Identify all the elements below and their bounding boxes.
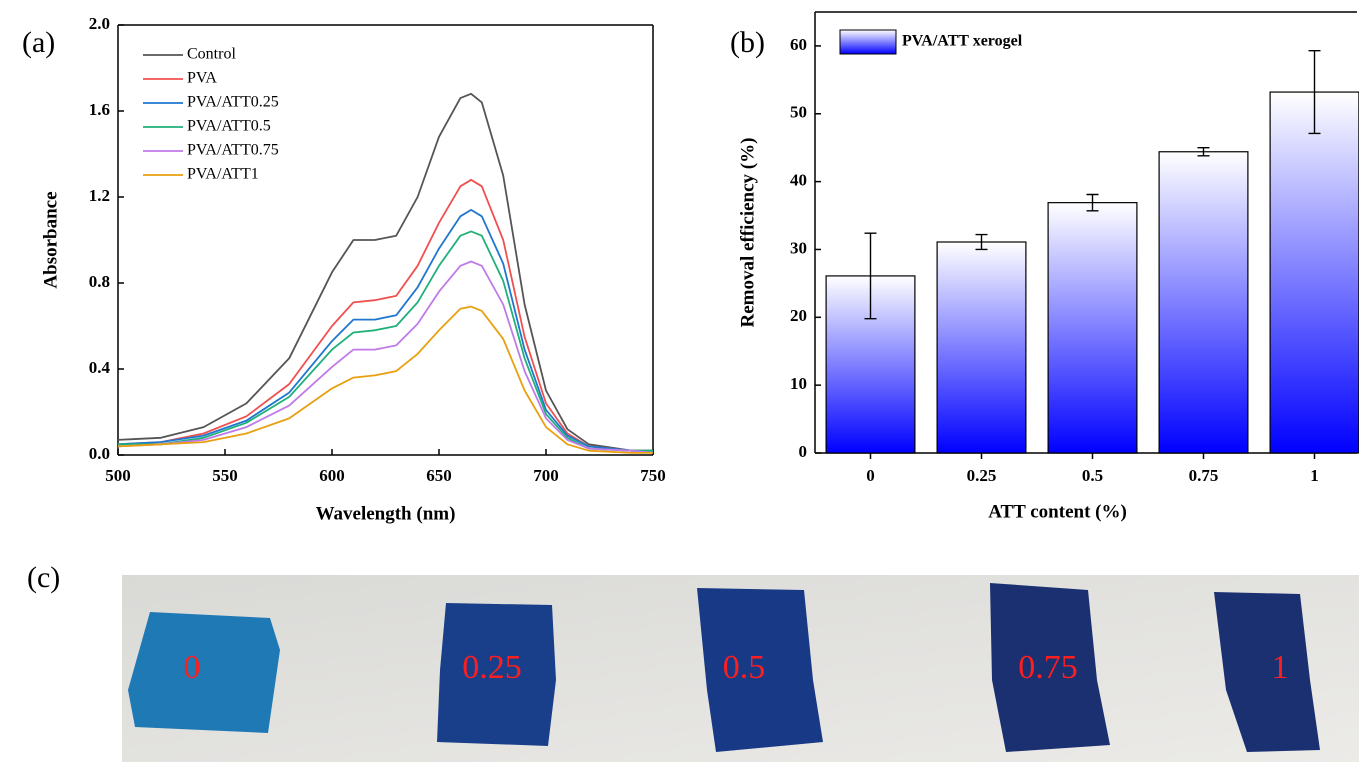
y-tick-label: 10: [790, 374, 807, 393]
sample-label: 0.5: [723, 649, 766, 686]
legend-label: PVA/ATT xerogel: [902, 33, 1023, 50]
y-tick-label: 1.2: [89, 186, 110, 205]
sample: [1214, 592, 1320, 752]
x-tick-label: 0.5: [1082, 466, 1103, 485]
panel-label: (c): [27, 561, 60, 594]
line-series: [117, 92, 653, 452]
error-bar: [1197, 146, 1210, 157]
legend-label: PVA/ATT0.75: [187, 142, 279, 159]
x-tick-label: 550: [212, 466, 238, 485]
y-tick-label: 60: [790, 35, 807, 54]
y-tick-label: 0.8: [89, 272, 110, 291]
line-series: [117, 209, 653, 452]
legend-label: PVA/ATT0.25: [187, 94, 279, 111]
bar: [1158, 151, 1249, 454]
x-tick-label: 750: [640, 466, 666, 485]
error-bar: [1086, 193, 1099, 212]
y-tick-label: 50: [790, 103, 807, 122]
sample-label: 1: [1272, 649, 1289, 686]
y-tick-label: 2.0: [89, 14, 110, 33]
y-tick-label: 0.4: [89, 358, 111, 377]
sample: [990, 583, 1110, 752]
legend-label: Control: [187, 46, 236, 63]
bar: [1269, 91, 1359, 454]
y-tick-label: 20: [790, 306, 807, 325]
panel-label: (b): [730, 26, 765, 59]
sample-label: 0.75: [1018, 649, 1078, 686]
legend-label: PVA/ATT0.5: [187, 118, 271, 135]
bar: [936, 241, 1027, 454]
sample: [128, 612, 280, 733]
line-series: [117, 178, 653, 452]
x-tick-label: 0: [866, 466, 875, 485]
line-series: [118, 230, 653, 452]
x-axis-title: Wavelength (nm): [316, 503, 456, 524]
photo: (c) 0 0.25 0.5 0.75 1: [27, 561, 1359, 762]
x-tick-label: 0.75: [1189, 466, 1219, 485]
bar: [1047, 202, 1138, 454]
y-tick-label: 1.6: [89, 100, 110, 119]
x-tick-label: 600: [319, 466, 345, 485]
error-bar: [975, 233, 988, 251]
line-series: [117, 260, 654, 454]
chart: (a) 0.0 0.4 0.8 1.2 1.6 2.0 Wavelength (nm) Abso…: [22, 14, 666, 524]
error-bar: [1308, 49, 1321, 135]
x-tick-label: 500: [105, 466, 131, 485]
y-tick-label: 40: [790, 171, 807, 190]
y-tick-label: 0: [799, 442, 808, 461]
sample-label: 0: [184, 649, 201, 686]
sample-label: 0.25: [462, 649, 522, 686]
y-axis-title: Absorbance: [40, 191, 61, 288]
error-bar: [864, 232, 877, 320]
panel-label: (a): [22, 26, 55, 59]
y-tick-label: 30: [790, 238, 807, 257]
x-axis-title: ATT content (%): [988, 501, 1127, 522]
y-tick-label: 0.0: [89, 444, 110, 463]
x-tick-label: 0.25: [967, 466, 997, 485]
sample: [697, 588, 823, 752]
legend-label: PVA/ATT1: [187, 166, 259, 183]
x-tick-label: 700: [533, 466, 559, 485]
x-tick-label: 650: [426, 466, 452, 485]
y-axis-title: Removal efficiency (%): [737, 138, 758, 328]
legend-label: PVA: [187, 70, 217, 87]
sample: [437, 603, 556, 746]
line-series: [117, 305, 653, 454]
legend-swatch: [839, 29, 897, 55]
x-tick-label: 1: [1310, 466, 1319, 485]
